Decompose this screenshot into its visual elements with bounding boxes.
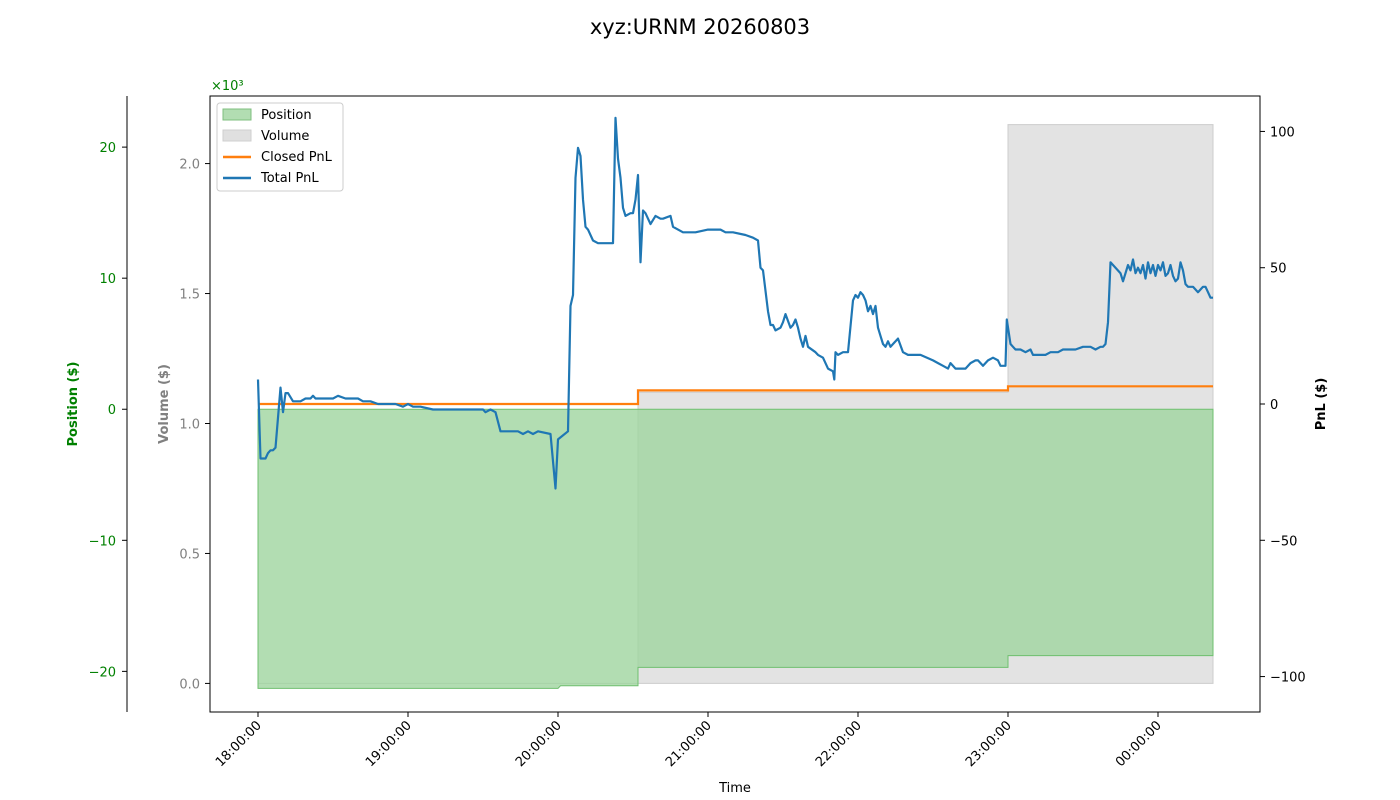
pnl-axis-label: PnL ($) xyxy=(1314,378,1329,431)
volume-tick-label: 0.5 xyxy=(179,547,200,562)
x-tick-label: 18:00:00 xyxy=(213,718,265,770)
x-tick-label: 23:00:00 xyxy=(963,718,1015,770)
volume-tick-label: 0.0 xyxy=(179,677,200,692)
volume-axis: 0.0 0.5 1.0 1.5 2.0 xyxy=(179,158,210,692)
position-area xyxy=(257,408,1214,689)
closed-pnl-line xyxy=(258,385,1213,406)
line-layer xyxy=(256,116,1213,490)
volume-tick-label: 1.5 xyxy=(179,288,200,303)
legend-box xyxy=(216,102,344,192)
pnl-tick-label: 100 xyxy=(1270,125,1295,140)
position-axis: −20 −10 0 10 20 xyxy=(89,96,128,712)
position-tick-label: 20 xyxy=(99,141,116,156)
pnl-tick-label: 0 xyxy=(1270,398,1278,413)
area-layer xyxy=(257,124,1214,689)
position-axis-label: Position ($) xyxy=(66,362,81,447)
x-axis-label: Time xyxy=(718,781,751,796)
volume-tick-label: 2.0 xyxy=(179,158,200,173)
total-pnl-line xyxy=(256,116,1213,490)
pnl-axis: −100 −50 0 50 100 xyxy=(1260,125,1306,686)
x-axis: 18:00:00 19:00:00 20:00:00 21:00:00 22:00:00… xyxy=(213,712,1165,770)
volume-axis-label: Volume ($) xyxy=(157,364,172,444)
legend-swatch-position xyxy=(222,108,252,121)
legend-label-position: Position xyxy=(261,108,312,123)
pnl-tick-label: 50 xyxy=(1270,262,1287,277)
pnl-tick-label: −50 xyxy=(1270,534,1297,549)
legend-label-closed-pnl: Closed PnL xyxy=(261,150,333,165)
pnl-tick-label: −100 xyxy=(1270,671,1306,686)
legend-label-volume: Volume xyxy=(261,129,309,144)
volume-axis-multiplier: ×10³ xyxy=(211,79,244,94)
position-tick-label: 10 xyxy=(99,272,116,287)
x-tick-label: 21:00:00 xyxy=(663,718,715,770)
legend-label-total-pnl: Total PnL xyxy=(260,171,319,186)
chart-title: xyz:URNM 20260803 xyxy=(590,15,810,39)
legend: Position Volume Closed PnL Total PnL xyxy=(216,102,344,192)
volume-tick-label: 1.0 xyxy=(179,417,200,432)
legend-swatch-volume xyxy=(222,129,252,142)
position-tick-label: 0 xyxy=(108,403,116,418)
x-tick-label: 22:00:00 xyxy=(813,718,865,770)
x-tick-label: 00:00:00 xyxy=(1113,718,1165,770)
position-tick-label: −20 xyxy=(89,665,116,680)
position-tick-label: −10 xyxy=(89,534,116,549)
x-tick-label: 19:00:00 xyxy=(363,718,415,770)
x-tick-label: 20:00:00 xyxy=(513,718,565,770)
